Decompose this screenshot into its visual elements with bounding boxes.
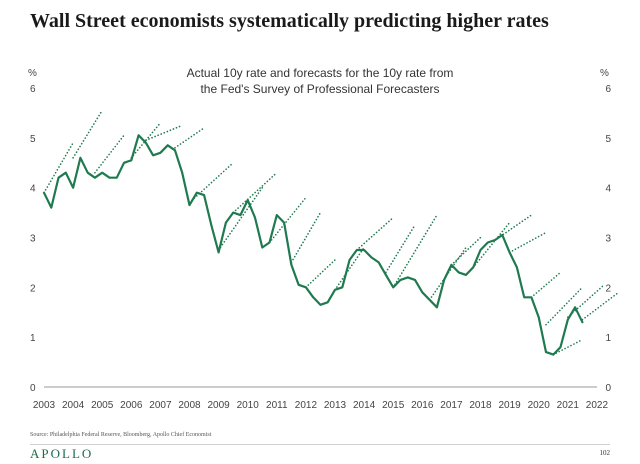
y-axis-right: 0 1 2 3 4 5 6 — [605, 84, 611, 394]
brand-logo: APOLLO — [30, 446, 94, 461]
forecast-line — [581, 291, 620, 321]
y-axis-left: 0 1 2 3 4 5 6 — [30, 84, 36, 394]
x-tick-label: 2010 — [237, 400, 260, 411]
forecast-line — [145, 124, 183, 142]
chart-subtitle-line-1: Actual 10y rate and forecasts for the 10… — [187, 66, 454, 80]
x-tick-label: 2007 — [149, 400, 172, 411]
y-tick-label-left: 6 — [30, 84, 36, 95]
x-tick-label: 2004 — [62, 400, 85, 411]
y-tick-label-right: 3 — [605, 234, 611, 245]
x-tick-label: 2020 — [528, 400, 551, 411]
forecast-line — [530, 271, 562, 299]
y-tick-label-right: 1 — [605, 333, 611, 344]
forecast-line — [305, 259, 336, 289]
forecast-line — [232, 171, 278, 214]
x-axis: 2003 2004 2005 2006 2007 2008 2009 2010 2011 2012… — [33, 400, 609, 411]
y-tick-label-left: 4 — [30, 184, 36, 195]
x-tick-label: 2016 — [411, 400, 434, 411]
footer-divider — [30, 444, 610, 445]
forecast-line — [355, 216, 395, 251]
y-tick-label-left: 2 — [30, 283, 36, 294]
forecast-line — [334, 246, 365, 291]
forecast-line — [268, 196, 307, 244]
x-tick-label: 2008 — [178, 400, 201, 411]
x-tick-label: 2017 — [440, 400, 463, 411]
forecast-line — [508, 231, 547, 254]
forecast-line — [428, 246, 467, 301]
y-unit-left: % — [28, 68, 37, 79]
forecast-line — [217, 186, 264, 251]
forecast-line — [450, 236, 482, 266]
source-note: Source: Philadelphia Federal Reserve, Bl… — [30, 432, 212, 438]
y-tick-label-left: 0 — [30, 383, 36, 394]
y-tick-label-right: 6 — [605, 84, 611, 95]
x-tick-label: 2009 — [207, 400, 230, 411]
x-tick-label: 2011 — [266, 400, 288, 411]
y-tick-label-left: 5 — [30, 134, 36, 145]
x-tick-label: 2019 — [498, 400, 521, 411]
x-tick-label: 2012 — [295, 400, 318, 411]
y-unit-right: % — [600, 68, 609, 79]
y-tick-label-left: 3 — [30, 234, 36, 245]
x-tick-label: 2018 — [469, 400, 492, 411]
forecast-line — [72, 109, 103, 159]
x-tick-label: 2021 — [557, 400, 580, 411]
x-tick-label: 2003 — [33, 400, 56, 411]
page-number: 102 — [599, 449, 611, 457]
forecast-line — [290, 211, 322, 264]
forecast-line — [385, 224, 416, 274]
forecast-line — [94, 134, 125, 174]
y-tick-label-right: 0 — [605, 383, 611, 394]
forecast-line — [472, 221, 511, 269]
page-title: Wall Street economists systematically pr… — [30, 10, 549, 32]
forecast-line — [174, 127, 205, 149]
y-tick-label-right: 5 — [605, 134, 611, 145]
forecast-line — [552, 338, 584, 356]
forecast-line — [43, 142, 74, 194]
chart-subtitle-line-2: the Fed's Survey of Professional Forecas… — [200, 82, 439, 96]
x-tick-label: 2005 — [91, 400, 114, 411]
x-tick-label: 2014 — [353, 400, 376, 411]
series-layer — [42, 109, 620, 356]
x-tick-label: 2022 — [586, 400, 609, 411]
y-tick-label-left: 1 — [30, 333, 36, 344]
y-tick-label-right: 2 — [605, 283, 611, 294]
actual-rate-line — [42, 134, 584, 356]
forecast-line — [188, 162, 234, 204]
x-tick-label: 2013 — [324, 400, 347, 411]
x-tick-label: 2006 — [120, 400, 143, 411]
x-tick-label: 2015 — [382, 400, 405, 411]
y-tick-label-right: 4 — [605, 184, 611, 195]
forecast-line — [392, 214, 438, 289]
forecast-line — [545, 286, 584, 326]
